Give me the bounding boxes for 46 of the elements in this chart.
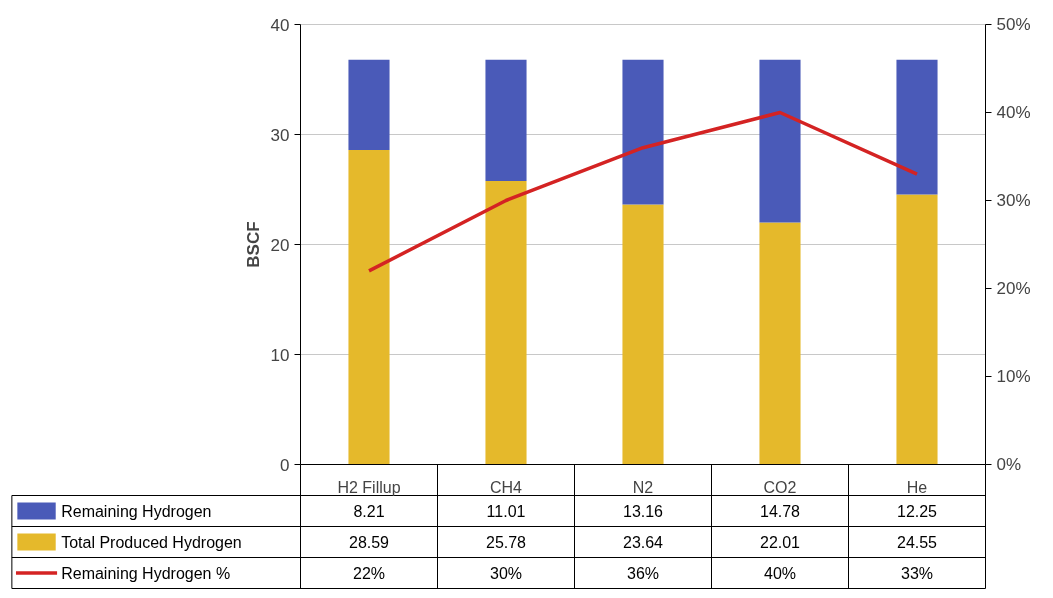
y2-tick-label: 0% [996, 455, 1022, 474]
data-label: 14.78 [759, 503, 801, 520]
data-label: 36% [626, 564, 660, 582]
y2-tick-label: 50% [996, 15, 1031, 34]
data-label: 12.25 [896, 503, 938, 520]
y2-tick-label: 20% [996, 279, 1031, 298]
x-tick-label: CH4 [490, 478, 523, 496]
y-tick-label: 0 [280, 455, 290, 475]
y-tick-label: 10 [270, 345, 290, 365]
data-label: 33% [900, 564, 934, 582]
data-label: 8.21 [353, 503, 385, 520]
data-label: 23.64 [622, 534, 664, 551]
legend-label: Total Produced Hydrogen [61, 533, 242, 551]
legend-label: Remaining Hydrogen % [61, 564, 231, 582]
y2-tick-label: 40% [996, 103, 1031, 122]
bar [622, 204, 664, 465]
bar [759, 222, 801, 465]
data-label: 11.01 [486, 503, 526, 520]
data-label: 22.01 [759, 534, 801, 551]
x-tick-label: CO2 [763, 478, 797, 496]
data-label: 24.55 [896, 534, 938, 551]
data-label: 28.59 [348, 534, 390, 551]
data-label: 22% [352, 564, 386, 582]
x-tick-label: N2 [632, 478, 654, 496]
y2-tick-label: 10% [996, 367, 1031, 386]
bar [759, 59, 801, 223]
y-axis-title: BSCF [243, 221, 263, 268]
bar [896, 59, 938, 195]
data-label: 40% [763, 564, 797, 582]
bar [348, 59, 390, 151]
x-tick-label: He [906, 478, 928, 496]
bar [485, 180, 527, 465]
data-label: 13.16 [622, 503, 664, 520]
line-series [367, 110, 919, 273]
bar [896, 194, 938, 465]
y-tick-label: 20 [270, 235, 290, 255]
bar [622, 59, 664, 205]
y2-tick-label: 30% [996, 191, 1031, 210]
bar [348, 150, 390, 465]
data-label: 25.78 [485, 534, 527, 551]
data-label: 30% [489, 564, 523, 582]
y-tick-label: 40 [270, 15, 290, 35]
x-tick-label: H2 Fillup [337, 478, 401, 496]
y-tick-label: 30 [270, 125, 290, 145]
bar [485, 59, 527, 181]
legend-label: Remaining Hydrogen [61, 502, 212, 520]
